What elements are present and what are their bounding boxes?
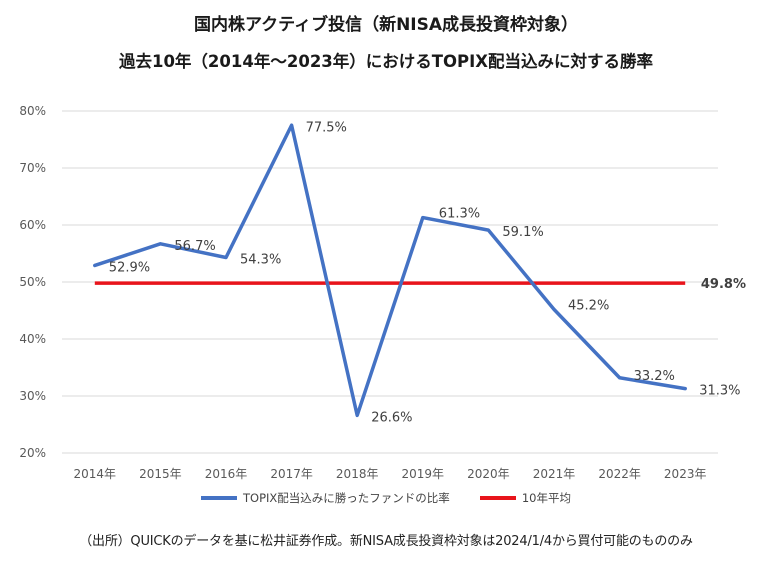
x-axis-ticks: 2014年 2015年 2016年 2017年 2018年 2019年 2020年 2021年… [74, 467, 707, 481]
average-data-label: 49.8% [701, 277, 746, 292]
series-line [93, 123, 687, 418]
source-note: （出所）QUICKのデータを基に松井証券作成。新NISA成長投資枠対象は2024… [79, 534, 693, 549]
legend-item-win-rate: TOPIX配当込みに勝ったファンドの比率 [201, 490, 450, 506]
x-tick-label: 2020年 [467, 467, 510, 481]
y-tick-label: 30% [19, 389, 46, 403]
x-tick-label: 2015年 [139, 467, 182, 481]
legend-swatch-average [479, 496, 516, 500]
y-tick-label: 50% [19, 275, 46, 289]
y-axis-ticks: 20% 30% 40% 50% 60% 70% 80% [19, 104, 46, 460]
win-rate-series [93, 123, 687, 418]
legend-item-average: 10年平均 [479, 490, 571, 506]
data-label: 45.2% [568, 298, 609, 313]
average-series: 49.8% [94, 277, 746, 292]
data-label: 31.3% [699, 384, 740, 399]
y-tick-label: 80% [19, 104, 46, 118]
data-label: 56.7% [174, 239, 215, 254]
data-label: 77.5% [306, 120, 347, 135]
data-labels: 52.9% 56.7% 54.3% 77.5% 26.6% 61.3% 59.1% 45.2%… [94, 120, 741, 425]
data-label: 33.2% [634, 369, 675, 384]
x-tick-label: 2017年 [270, 467, 313, 481]
legend: TOPIX配当込みに勝ったファンドの比率 10年平均 [0, 490, 772, 506]
x-tick-label: 2019年 [402, 467, 445, 481]
y-tick-label: 70% [19, 161, 46, 175]
data-label: 61.3% [439, 207, 480, 222]
chart-title: 国内株アクティブ投信（新NISA成長投資枠対象） [193, 15, 579, 35]
y-tick-label: 60% [19, 218, 46, 232]
gridlines [62, 110, 718, 454]
x-tick-label: 2014年 [74, 467, 117, 481]
y-tick-label: 40% [19, 332, 46, 346]
legend-label-average: 10年平均 [521, 491, 571, 505]
x-tick-label: 2018年 [336, 467, 379, 481]
data-label: 54.3% [240, 252, 281, 267]
chart-subtitle: 過去10年（2014年～2023年）におけるTOPIX配当込みに対する勝率 [118, 52, 654, 71]
legend-swatch-win-rate [201, 496, 238, 500]
x-tick-label: 2023年 [664, 467, 707, 481]
data-label: 59.1% [502, 225, 543, 240]
legend-label-win-rate: TOPIX配当込みに勝ったファンドの比率 [243, 491, 450, 505]
x-tick-label: 2021年 [533, 467, 576, 481]
x-tick-label: 2022年 [598, 467, 641, 481]
data-label: 52.9% [109, 260, 150, 275]
y-tick-label: 20% [19, 446, 46, 460]
data-label: 26.6% [371, 410, 412, 425]
x-tick-label: 2016年 [205, 467, 248, 481]
